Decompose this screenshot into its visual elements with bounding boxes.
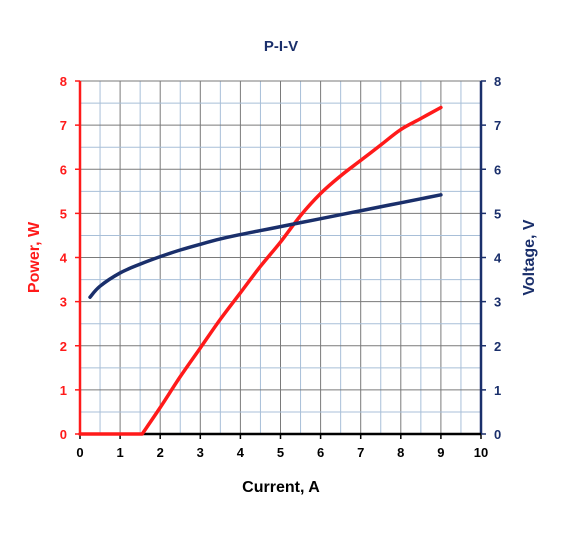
y-left-tick-label: 0 (60, 427, 67, 442)
y-left-tick-label: 6 (60, 162, 67, 177)
y-left-tick-label: 4 (60, 251, 68, 266)
x-tick-label: 8 (397, 445, 404, 460)
y-right-tick-label: 0 (494, 427, 501, 442)
x-tick-label: 7 (357, 445, 364, 460)
y-right-tick-label: 4 (494, 251, 502, 266)
y-right-tick-label: 1 (494, 383, 501, 398)
y-left-tick-label: 8 (60, 74, 67, 89)
x-tick-label: 2 (157, 445, 164, 460)
series-line-power (78, 105, 443, 436)
y-left-tick-label: 2 (60, 339, 67, 354)
x-tick-label: 4 (237, 445, 245, 460)
series-line-voltage (88, 193, 443, 299)
y-right-tick-label: 3 (494, 295, 501, 310)
y-right-tick-label: 7 (494, 118, 501, 133)
y-right-tick-label: 5 (494, 206, 501, 221)
x-tick-label: 0 (76, 445, 83, 460)
y-left-tick-label: 3 (60, 295, 67, 310)
y-left-tick-label: 7 (60, 118, 67, 133)
chart-title: P-I-V (264, 38, 298, 55)
x-tick-label: 5 (277, 445, 284, 460)
y-right-tick-label: 8 (494, 74, 501, 89)
y-left-tick-label: 1 (60, 383, 67, 398)
y-right-tick-label: 6 (494, 162, 501, 177)
y-right-tick-label: 2 (494, 339, 501, 354)
x-tick-label: 10 (474, 445, 488, 460)
x-tick-label: 9 (437, 445, 444, 460)
gridlines (79, 80, 482, 435)
tick-labels: 0 1 2 3 4 5 6 7 8 9 10 0 1 2 3 4 5 6 7 8 0 1 2 3 4 5 6 7 8 (60, 74, 502, 460)
series-lines (78, 105, 443, 436)
y-left-axis-title: Power, W (26, 221, 43, 293)
axes (75, 80, 486, 439)
x-tick-label: 6 (317, 445, 324, 460)
x-axis-title: Current, A (242, 479, 320, 496)
y-left-tick-label: 5 (60, 206, 67, 221)
y-right-axis-title: Voltage, V (521, 219, 538, 295)
x-tick-label: 1 (116, 445, 123, 460)
x-tick-label: 3 (197, 445, 204, 460)
